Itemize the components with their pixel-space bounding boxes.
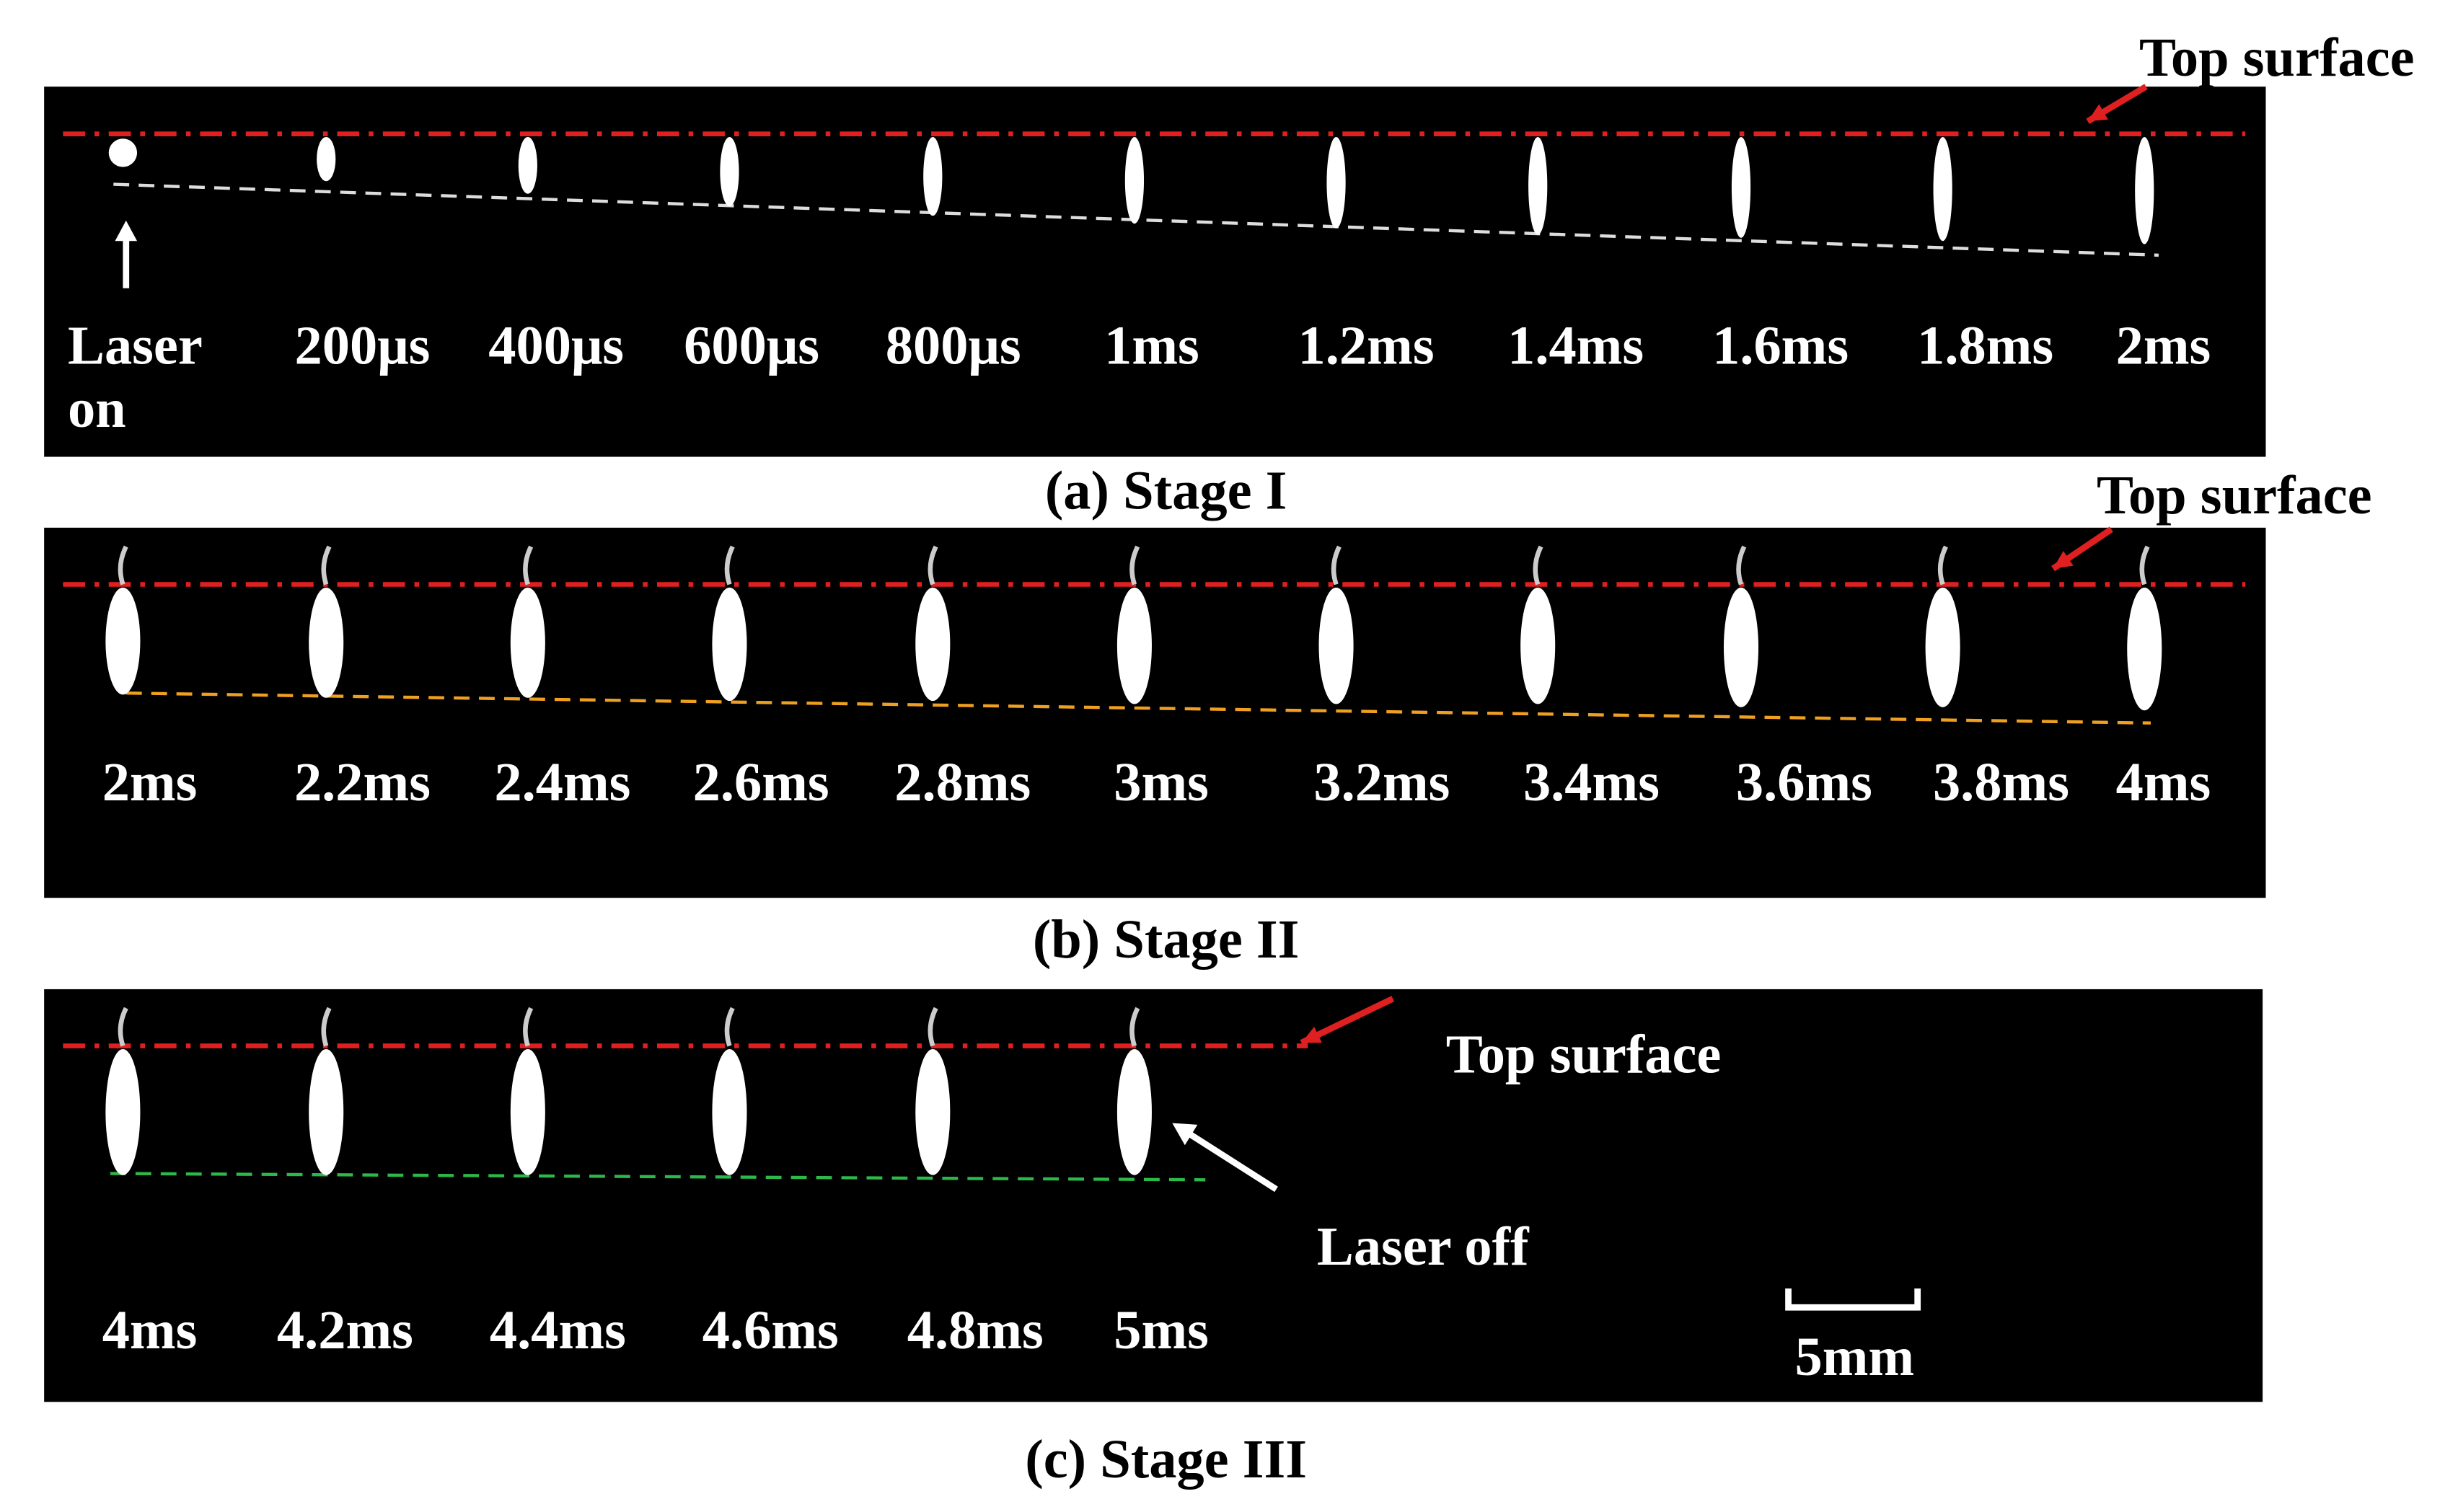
keyhole xyxy=(317,137,336,182)
white-arrow xyxy=(1183,1128,1278,1193)
keyhole xyxy=(2135,137,2154,244)
time-label: 400μs xyxy=(488,314,625,377)
time-label: 5ms xyxy=(1114,1299,1209,1361)
image-panel xyxy=(44,87,2266,457)
keyhole xyxy=(1925,587,1960,707)
time-label: 1.4ms xyxy=(1507,314,1644,377)
keyhole xyxy=(923,137,943,216)
time-label: 4ms xyxy=(102,1299,198,1361)
depth-guide xyxy=(110,1172,1206,1182)
keyhole xyxy=(1124,137,1145,224)
keyhole xyxy=(712,587,747,702)
red-arrow-head xyxy=(2053,551,2074,569)
keyhole xyxy=(108,138,138,167)
keyhole xyxy=(1723,587,1759,707)
white-arrow-head xyxy=(1172,1123,1198,1146)
plume xyxy=(2139,545,2150,585)
keyhole xyxy=(1520,587,1556,704)
plume xyxy=(321,1007,332,1047)
time-label: 1.2ms xyxy=(1298,314,1435,377)
keyhole xyxy=(510,1048,545,1175)
keyhole xyxy=(309,587,344,698)
keyhole xyxy=(510,587,545,698)
keyhole xyxy=(105,1048,141,1175)
plume xyxy=(1129,1007,1140,1047)
time-label: 4.4ms xyxy=(489,1299,626,1361)
plume xyxy=(118,545,128,585)
time-label: 4.8ms xyxy=(907,1299,1044,1361)
laser-off-label: Laser off xyxy=(1316,1216,1529,1278)
caption: (b) Stage II xyxy=(1032,908,1300,971)
plume xyxy=(1937,545,1948,585)
keyhole xyxy=(1318,587,1354,704)
keyhole xyxy=(309,1048,344,1175)
keyhole xyxy=(1933,137,1952,242)
caption: (c) Stage III xyxy=(1025,1428,1308,1490)
top-surface-label: Top surface xyxy=(2096,464,2372,526)
keyhole xyxy=(1528,137,1548,235)
time-label: 3.6ms xyxy=(1735,751,1872,813)
time-label: Laser on xyxy=(67,314,202,440)
depth-guide xyxy=(125,691,2151,725)
time-label: 800μs xyxy=(885,314,1021,377)
keyhole xyxy=(712,1048,747,1175)
time-label: 3.8ms xyxy=(1932,751,2069,813)
keyhole xyxy=(518,137,537,194)
red-arrow-head xyxy=(1301,1026,1322,1043)
keyhole xyxy=(720,137,739,207)
plume xyxy=(928,1007,938,1047)
time-label: 4ms xyxy=(2115,751,2211,813)
keyhole xyxy=(1731,137,1751,238)
time-label: 2.2ms xyxy=(294,751,431,813)
scale-bar xyxy=(1785,1288,1921,1311)
time-label: 3ms xyxy=(1114,751,1209,813)
time-label: 4.6ms xyxy=(702,1299,839,1361)
top-surface-label: Top surface xyxy=(1445,1024,1722,1086)
plume xyxy=(1129,545,1140,585)
plume xyxy=(928,545,938,585)
plume xyxy=(1533,545,1543,585)
time-label: 2ms xyxy=(2115,314,2211,377)
red-arrow-head xyxy=(2087,104,2108,122)
time-label: 3.2ms xyxy=(1313,751,1450,813)
plume xyxy=(724,545,735,585)
image-panel xyxy=(44,527,2266,898)
time-label: 1ms xyxy=(1104,314,1199,377)
keyhole xyxy=(2127,587,2162,711)
top-surface-label: Top surface xyxy=(2138,27,2415,89)
time-label: 3.4ms xyxy=(1523,751,1660,813)
plume xyxy=(523,1007,534,1047)
keyhole xyxy=(1116,587,1152,704)
time-label: 2.8ms xyxy=(894,751,1031,813)
scale-bar-label: 5mm xyxy=(1794,1326,1915,1388)
time-label: 2ms xyxy=(102,751,198,813)
time-label: 1.6ms xyxy=(1712,314,1849,377)
time-label: 600μs xyxy=(684,314,819,377)
plume xyxy=(118,1007,128,1047)
keyhole xyxy=(1326,137,1346,229)
keyhole xyxy=(915,1048,951,1175)
time-label: 200μs xyxy=(294,314,431,377)
plume xyxy=(321,545,332,585)
caption: (a) Stage I xyxy=(1044,459,1287,522)
plume xyxy=(1331,545,1342,585)
plume xyxy=(1736,545,1747,585)
time-label: 1.8ms xyxy=(1917,314,2054,377)
keyhole xyxy=(915,587,951,702)
plume xyxy=(523,545,534,585)
keyhole xyxy=(1116,1048,1152,1175)
plume xyxy=(724,1007,735,1047)
time-label: 4.2ms xyxy=(276,1299,413,1361)
time-label: 2.6ms xyxy=(692,751,829,813)
white-arrow-head xyxy=(115,220,138,242)
image-panel xyxy=(44,989,2263,1402)
keyhole xyxy=(105,587,141,695)
time-label: 2.4ms xyxy=(494,751,631,813)
